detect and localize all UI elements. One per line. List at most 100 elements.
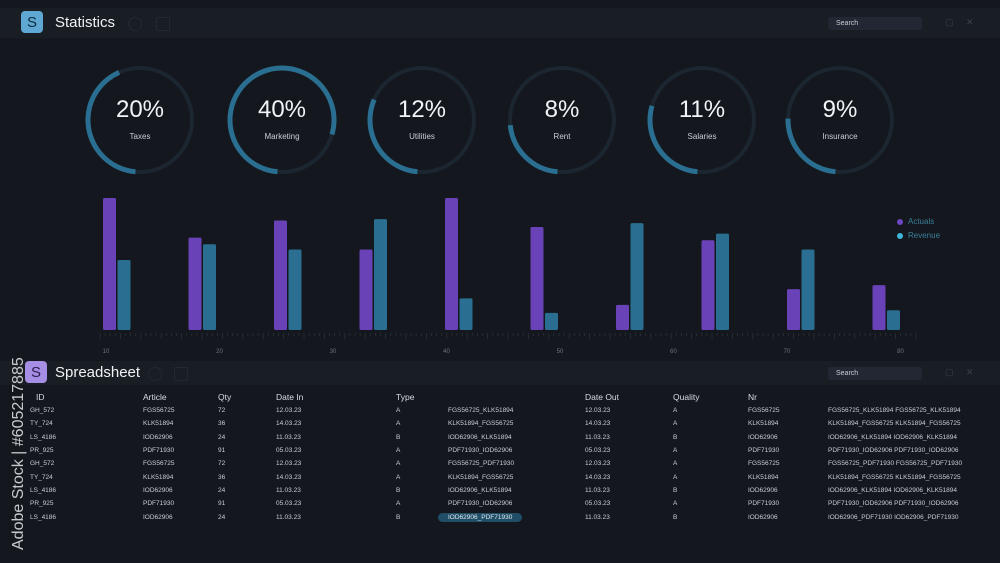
bar-actuals-7 xyxy=(616,304,629,330)
table-cell: IOD62906 xyxy=(748,486,778,494)
ring-percent: 12% xyxy=(397,96,447,123)
refresh-icon[interactable] xyxy=(128,17,142,31)
refresh-icon[interactable] xyxy=(148,367,162,381)
table-row[interactable]: GH_572 FGS56725 72 12.03.23 A FGS56725_KLK518… xyxy=(0,404,1000,417)
ring-arc xyxy=(367,65,477,175)
close-icon[interactable]: ✕ xyxy=(966,367,974,377)
table-row[interactable]: PR_925 PDF71930 91 05.03.23 A PDF71930_IOD629… xyxy=(0,497,1000,510)
column-header[interactable]: Date In xyxy=(276,392,304,402)
close-icon[interactable]: ✕ xyxy=(966,17,974,27)
table-cell: A xyxy=(673,447,678,455)
column-header[interactable]: Nr xyxy=(748,392,757,402)
table-cell: A xyxy=(673,460,678,468)
column-header[interactable]: Date Out xyxy=(585,392,620,402)
table-cell: 12.03.23 xyxy=(276,407,302,415)
column-header[interactable]: Type xyxy=(396,392,415,402)
table-cell: FGS56725_PDF71930 FGS56725_PDF71930 xyxy=(828,460,963,468)
table-cell: 11.03.23 xyxy=(276,433,301,441)
bar-revenue-4 xyxy=(374,219,387,330)
column-header[interactable] xyxy=(828,390,1000,404)
legend-actuals-label: Actuals xyxy=(908,217,935,226)
table-cell: TY_724 xyxy=(30,420,53,428)
table-cell: B xyxy=(673,513,678,521)
table-cell: IOD62906_PDF71930 xyxy=(438,510,585,523)
ring-arc xyxy=(227,65,337,175)
table-row[interactable]: TY_724 KLK51894 36 14.03.23 A KLK51894_FGS567… xyxy=(0,417,1000,430)
table-row[interactable]: GH_572 FGS56725 72 12.03.23 A FGS56725_PDF719… xyxy=(0,457,1000,470)
bar-chart: 10 20 30 40 50 60 70 80 xyxy=(99,198,917,355)
table-row[interactable]: LS_4186 IOD62906 24 11.03.23 B IOD62906_PDF71… xyxy=(0,510,1000,523)
bar-revenue-2 xyxy=(203,244,216,330)
spreadsheet-search-input[interactable]: Search xyxy=(828,367,922,380)
bar-actuals-10 xyxy=(872,285,886,330)
table-cell: IOD62906_PDF71930 IOD62906_PDF71930 xyxy=(828,513,959,521)
column-header[interactable]: Qty xyxy=(218,392,232,402)
table-cell: KLK51894 xyxy=(748,420,779,428)
ring-graphic xyxy=(227,65,337,175)
ring-label: Rent xyxy=(553,132,571,141)
table-row[interactable]: TY_724 KLK51894 36 14.03.23 A KLK51894_FGS567… xyxy=(0,470,1000,483)
table-cell: 05.03.23 xyxy=(585,447,611,455)
columns-icon[interactable] xyxy=(156,17,170,31)
table-cell: GH_572 xyxy=(30,407,55,415)
minimize-icon[interactable]: ▢ xyxy=(945,367,954,377)
table-cell: 36 xyxy=(218,473,226,481)
search-input[interactable]: Search xyxy=(828,17,922,30)
table-row[interactable]: LS_4186 IOD62906 24 11.03.23 B IOD62906_KLK51… xyxy=(0,431,1000,444)
table-cell: 36 xyxy=(218,420,226,428)
table-cell: PDF71930_IOD62906 xyxy=(448,500,513,508)
ring-label: Insurance xyxy=(822,132,858,141)
ring-graphic xyxy=(507,65,617,175)
table-cell: IOD62906 xyxy=(143,433,173,441)
table-cell: 11.03.23 xyxy=(276,513,301,521)
table-cell: KLK51894 xyxy=(143,420,174,428)
ring-arc xyxy=(507,65,617,175)
table-cell: A xyxy=(396,420,401,428)
ring-percent: 20% xyxy=(115,96,165,123)
statistics-app-icon[interactable]: S xyxy=(21,11,43,33)
minimize-icon[interactable]: ▢ xyxy=(945,17,954,27)
table-cell: FGS56725 xyxy=(748,460,780,468)
table-cell: IOD62906_KLK51894 IOD62906_KLK51894 xyxy=(828,486,958,494)
table-cell: PR_925 xyxy=(30,500,54,508)
x-tick-label: 40 xyxy=(443,349,450,355)
bar-actuals-8 xyxy=(701,240,715,330)
ring-percent: 40% xyxy=(257,96,307,123)
table-cell: A xyxy=(396,460,401,468)
legend-revenue-dot xyxy=(897,233,903,239)
table-cell: KLK51894_FGS56725 KLK51894_FGS56725 xyxy=(828,420,961,428)
table-cell: PDF71930 xyxy=(143,447,175,455)
table-cell: FGS56725_KLK51894 FGS56725_KLK51894 xyxy=(828,407,961,415)
table-cell: A xyxy=(396,473,401,481)
ring-arc xyxy=(647,65,757,175)
column-header[interactable]: Quality xyxy=(673,392,700,402)
bar-revenue-9 xyxy=(801,249,815,330)
ring-gauge: 20% Taxes xyxy=(80,60,200,180)
spreadsheet-app-icon[interactable]: S xyxy=(25,361,47,383)
table-cell: PDF71930 xyxy=(143,500,175,508)
table-row[interactable]: LS_4186 IOD62906 24 11.03.23 B IOD62906_KLK51… xyxy=(0,484,1000,497)
table-cell: A xyxy=(673,420,678,428)
table-cell: LS_4186 xyxy=(30,486,57,494)
table-cell: GH_572 xyxy=(30,460,55,468)
spreadsheet-table: ID Article Qty Date In Type Date Out Quality Nr… xyxy=(0,390,1000,524)
table-cell: PDF71930_IOD62906 PDF71930_IOD62906 xyxy=(828,500,959,508)
columns-icon[interactable] xyxy=(174,367,188,381)
selected-cell-highlight[interactable]: IOD62906_PDF71930 xyxy=(438,512,523,522)
table-cell: B xyxy=(396,513,401,521)
table-cell: A xyxy=(396,447,401,455)
column-header[interactable]: Article xyxy=(143,392,167,402)
table-cell: IOD62906 xyxy=(748,513,778,521)
table-cell: IOD62906 xyxy=(748,433,778,441)
table-cell: KLK51894_FGS56725 xyxy=(448,420,514,428)
table-cell: KLK51894_FGS56725 KLK51894_FGS56725 xyxy=(828,473,961,481)
column-header[interactable]: ID xyxy=(36,392,45,402)
bar-actuals-9 xyxy=(787,289,800,330)
table-cell: TY_724 xyxy=(30,473,53,481)
column-header[interactable] xyxy=(448,390,585,404)
ring-graphic xyxy=(85,65,195,175)
table-cell: IOD62906 xyxy=(143,513,173,521)
table-cell: KLK51894 xyxy=(143,473,174,481)
table-cell: 11.03.23 xyxy=(585,486,610,494)
table-row[interactable]: PR_925 PDF71930 91 05.03.23 A PDF71930_IOD629… xyxy=(0,444,1000,457)
